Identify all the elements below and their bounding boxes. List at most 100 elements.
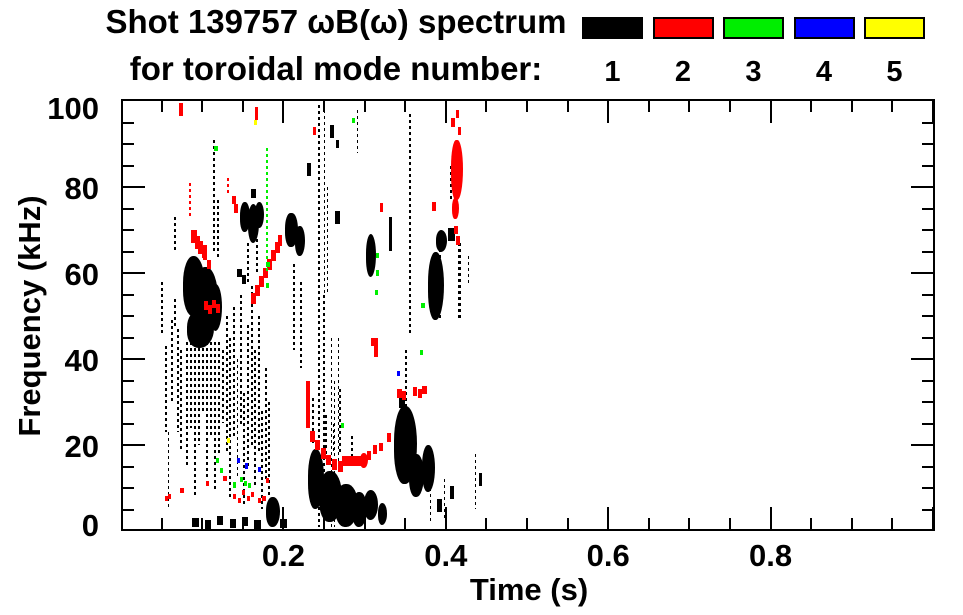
data-mark-mode-1	[176, 328, 179, 433]
data-mark-mode-1	[444, 479, 446, 519]
data-mark-mode-1	[336, 139, 340, 149]
y-minor-tick	[123, 487, 134, 489]
y-major-tick	[123, 272, 145, 274]
data-mark-mode-1	[475, 453, 477, 510]
data-mark-mode-2	[263, 267, 268, 279]
x-tick-label: 0.2	[261, 538, 305, 573]
y-minor-tick-right	[922, 164, 933, 167]
data-mark-mode-3	[243, 481, 247, 487]
x-minor-tick-top	[810, 101, 813, 112]
data-mark-mode-2	[315, 439, 320, 451]
data-mark-mode-2	[332, 458, 337, 470]
data-mark-mode-2	[212, 299, 217, 309]
data-mark-mode-1	[229, 518, 237, 528]
data-mark-mode-1	[318, 105, 321, 527]
x-minor-tick	[850, 518, 853, 529]
x-minor-tick	[891, 518, 894, 529]
y-major-tick	[123, 358, 145, 360]
data-mark-mode-1	[253, 350, 256, 488]
y-minor-tick-right	[922, 379, 933, 382]
legend-swatch-mode-3	[723, 17, 784, 39]
data-mark-mode-2	[254, 107, 259, 121]
x-minor-tick-top	[485, 101, 488, 112]
data-mark-mode-1	[450, 485, 455, 499]
data-mark-mode-4	[237, 457, 241, 464]
x-major-tick-top	[769, 101, 772, 123]
y-major-tick-right	[911, 444, 933, 446]
data-mark-mode-1	[246, 242, 249, 282]
data-mark-mode-1	[216, 515, 224, 525]
y-minor-tick-right	[922, 207, 933, 210]
x-tick-label: 0.6	[586, 538, 630, 573]
data-mark-mode-1	[334, 380, 336, 527]
data-mark-mode-4	[258, 466, 262, 472]
data-mark-mode-2	[250, 491, 255, 498]
x-minor-tick	[688, 518, 691, 529]
data-mark-mode-2	[451, 139, 463, 200]
data-mark-mode-2	[312, 126, 316, 136]
data-mark-mode-1	[241, 275, 246, 284]
y-minor-tick-right	[922, 336, 933, 339]
y-minor-tick-right	[922, 401, 933, 403]
data-mark-mode-1	[254, 520, 261, 529]
data-mark-mode-2	[271, 250, 277, 262]
y-minor-tick-right	[922, 293, 933, 296]
data-mark-mode-1	[377, 503, 388, 525]
x-axis-title: Time (s)	[469, 572, 589, 607]
data-mark-mode-2	[320, 448, 326, 459]
data-mark-mode-3	[351, 117, 355, 123]
y-tick-label: 0	[81, 508, 99, 543]
data-mark-mode-1	[180, 350, 183, 450]
y-minor-tick	[123, 508, 134, 511]
data-mark-mode-1	[236, 359, 238, 480]
x-major-tick	[282, 507, 285, 529]
y-minor-tick	[123, 164, 134, 167]
data-mark-mode-2	[453, 225, 458, 235]
data-mark-mode-1	[189, 341, 192, 428]
data-mark-mode-1	[265, 496, 280, 527]
x-minor-tick-top	[850, 101, 853, 112]
data-mark-mode-1	[405, 350, 407, 433]
data-mark-mode-3	[247, 483, 251, 489]
data-mark-mode-1	[389, 217, 393, 252]
data-mark-mode-1	[241, 517, 249, 526]
data-mark-mode-1	[479, 472, 483, 486]
data-mark-mode-2	[402, 391, 407, 400]
data-mark-mode-2	[241, 489, 246, 495]
x-major-tick-top	[607, 101, 610, 123]
data-mark-mode-1	[285, 212, 298, 248]
x-minor-tick	[201, 518, 204, 529]
x-minor-tick-top	[241, 101, 244, 112]
data-mark-mode-1	[261, 410, 264, 510]
data-mark-mode-2	[432, 202, 437, 211]
x-major-tick	[607, 507, 610, 529]
data-mark-mode-2	[216, 303, 221, 313]
y-minor-tick	[123, 315, 134, 317]
data-mark-mode-2	[305, 380, 310, 428]
data-mark-mode-3	[375, 253, 380, 259]
data-mark-mode-2	[371, 337, 375, 347]
y-minor-tick	[123, 121, 134, 124]
data-mark-mode-1	[246, 324, 249, 467]
data-mark-mode-1	[323, 294, 326, 527]
data-mark-mode-1	[333, 423, 335, 454]
x-minor-tick	[810, 518, 813, 529]
x-minor-tick-top	[323, 101, 325, 112]
data-mark-mode-2	[455, 109, 459, 119]
y-minor-tick	[123, 401, 134, 403]
y-minor-tick	[123, 143, 134, 145]
legend-swatch-mode-1	[582, 17, 643, 39]
data-mark-mode-2	[194, 236, 200, 250]
data-mark-mode-1	[204, 520, 212, 529]
x-major-tick	[444, 507, 447, 529]
data-mark-mode-2	[231, 195, 236, 205]
y-major-tick-right	[911, 186, 933, 188]
data-mark-mode-1	[197, 341, 200, 445]
x-minor-tick	[647, 518, 650, 529]
y-minor-tick-right	[922, 229, 933, 231]
y-major-tick-right	[911, 358, 933, 360]
x-minor-tick-top	[647, 101, 650, 112]
data-mark-mode-2	[234, 204, 239, 213]
data-mark-mode-1	[311, 397, 314, 445]
legend-label-mode-2: 2	[674, 56, 692, 88]
